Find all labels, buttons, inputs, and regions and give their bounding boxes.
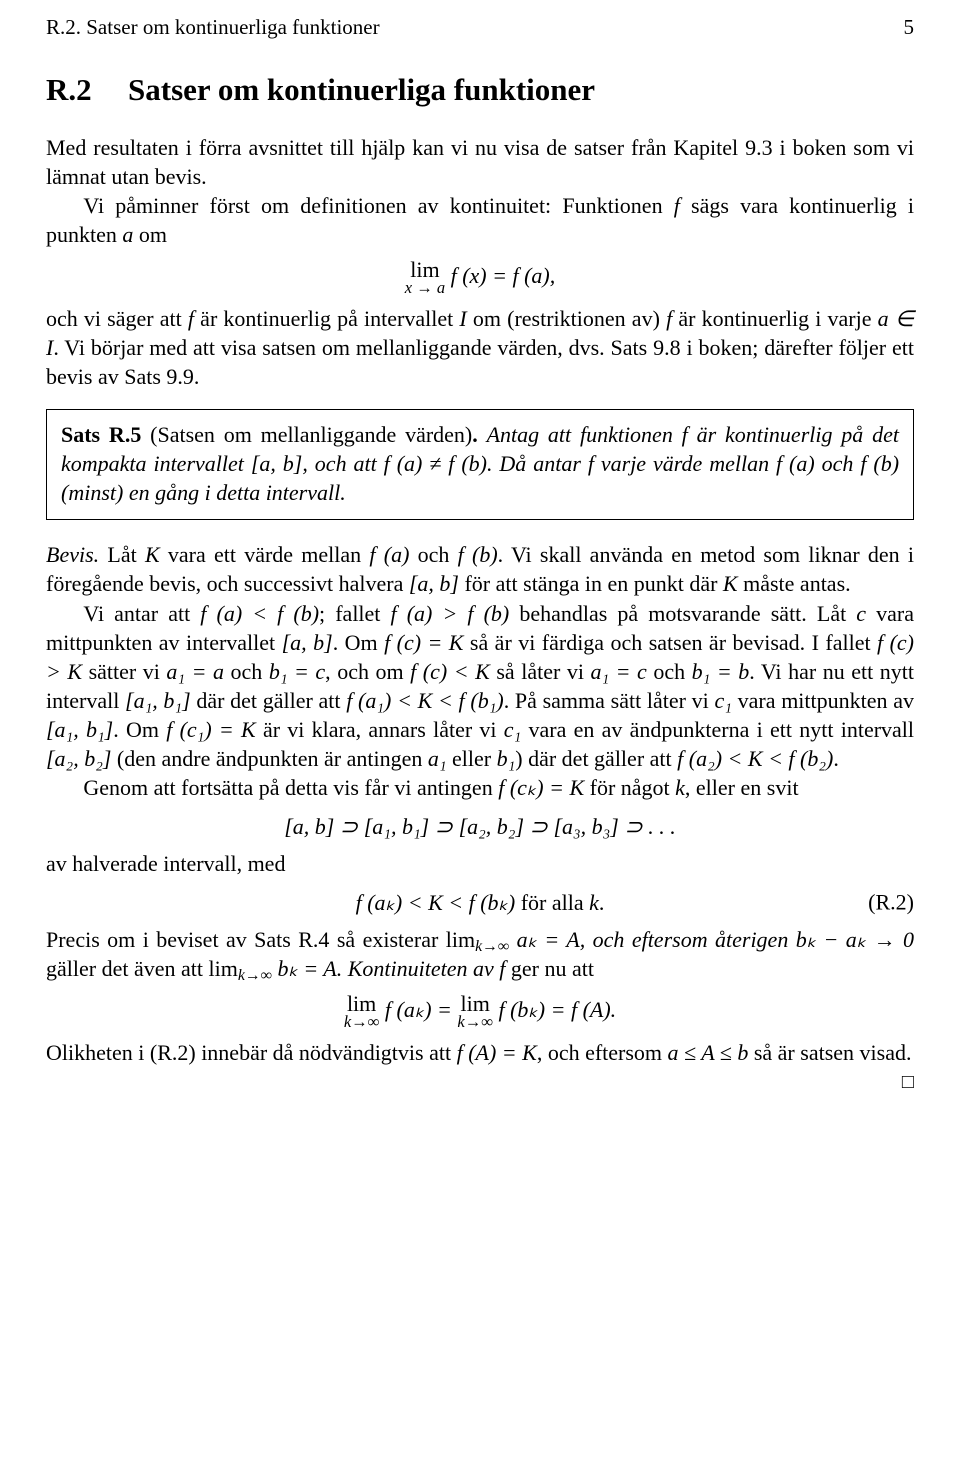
running-title: R.2. Satser om kontinuerliga funktioner [46,14,380,42]
proof-paragraph-3: Genom att fortsätta på detta vis får vi … [46,773,914,802]
display-eq-limits-equal: limk→∞ f (aₖ) = limk→∞ f (bₖ) = f (A). [46,993,914,1031]
theorem-name: Sats R.5 [61,422,141,447]
section-number: R.2 [46,70,128,111]
page-number: 5 [884,14,914,42]
proof-paragraph-4: av halverade intervall, med [46,849,914,878]
equation-tag: (R.2) [868,888,914,917]
display-eq-r2: f (aₖ) < K < f (bₖ) för alla k. (R.2) [46,888,914,917]
display-eq-nested-intervals: [a, b] ⊃ [a₁, b₁] ⊃ [a₂, b₂] ⊃ [a₃, b₃] … [46,812,914,841]
intro-paragraph-3: och vi säger att f är kontinuerlig på in… [46,304,914,391]
qed-icon: □ [46,1069,914,1095]
section-title: Satser om kontinuerliga funktioner [128,70,595,111]
display-eq-limit: limx → a f (x) = f (a), [46,259,914,297]
proof-paragraph-5: Precis om i beviset av Sats R.4 så exist… [46,925,914,983]
proof-paragraph-1: Bevis. Låt K vara ett värde mellan f (a)… [46,540,914,598]
running-header: R.2. Satser om kontinuerliga funktioner … [46,14,914,42]
proof-label: Bevis. [46,542,99,567]
theorem-text: Sats R.5 (Satsen om mellanliggande värde… [61,420,899,507]
proof-paragraph-6: Olikheten i (R.2) innebär då nödvändigtv… [46,1038,914,1067]
intro-paragraph-1: Med resultaten i förra avsnittet till hj… [46,133,914,191]
theorem-box: Sats R.5 (Satsen om mellanliggande värde… [46,409,914,520]
intro-paragraph-2: Vi påminner först om definitionen av kon… [46,191,914,249]
proof-paragraph-2: Vi antar att f (a) < f (b); fallet f (a)… [46,599,914,773]
var-a: a [122,222,133,247]
section-heading: R.2 Satser om kontinuerliga funktioner [46,70,914,111]
